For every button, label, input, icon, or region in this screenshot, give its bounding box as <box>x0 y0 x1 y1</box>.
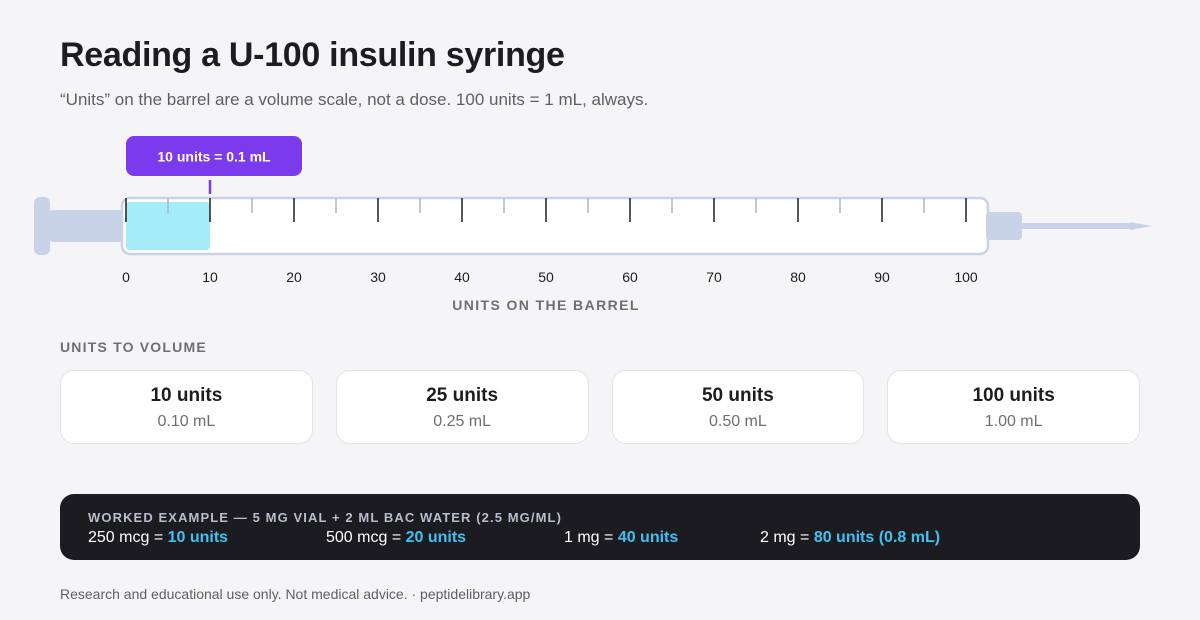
tick-label: 80 <box>790 269 806 285</box>
footer-disclaimer: Research and educational use only. Not m… <box>60 586 531 602</box>
tick-label: 0 <box>122 269 130 285</box>
tick-label: 50 <box>538 269 554 285</box>
tick-label: 40 <box>454 269 470 285</box>
liquid-fill <box>126 202 210 250</box>
example-item: 1 mg = 40 units <box>564 529 678 547</box>
tick-label: 20 <box>286 269 302 285</box>
worked-example-row: 250 mcg = 10 units 500 mcg = 20 units 1 … <box>88 529 1112 553</box>
conversion-card: 10 units 0.10 mL <box>60 370 313 444</box>
page-subtitle: “Units” on the barrel are a volume scale… <box>60 90 649 109</box>
conversion-card: 100 units 1.00 mL <box>887 370 1140 444</box>
page-title: Reading a U-100 insulin syringe <box>60 36 565 74</box>
tick-label: 100 <box>954 269 978 285</box>
card-volume: 0.50 mL <box>708 413 767 430</box>
card-units: 100 units <box>972 385 1055 406</box>
needle-shaft <box>1022 223 1132 229</box>
example-result: 10 units <box>167 529 229 546</box>
needle-hub <box>986 212 1022 240</box>
card-volume: 0.10 mL <box>157 413 216 430</box>
tick-label: 60 <box>622 269 638 285</box>
card-units: 10 units <box>150 385 223 406</box>
tick-label: 30 <box>370 269 386 285</box>
units-to-volume-label: UNITS TO VOLUME <box>60 339 207 355</box>
card-volume: 1.00 mL <box>984 413 1043 430</box>
example-result: 80 units (0.8 mL) <box>813 529 941 546</box>
card-units: 50 units <box>701 385 774 406</box>
barrel-tick-marks <box>125 198 967 222</box>
example-amount: 2 mg = <box>760 529 814 546</box>
plunger-rod <box>48 210 124 242</box>
example-item: 500 mcg = 20 units <box>326 529 466 547</box>
tick-label: 10 <box>202 269 218 285</box>
example-amount: 1 mg = <box>564 529 618 546</box>
card-units: 25 units <box>426 385 499 406</box>
example-amount: 500 mcg = <box>326 529 406 546</box>
axis-title: UNITS ON THE BARREL <box>452 297 640 313</box>
units-to-volume-cards: 10 units 0.10 mL 25 units 0.25 mL 50 uni… <box>60 370 1140 444</box>
conversion-card: 25 units 0.25 mL <box>335 370 589 444</box>
barrel-tick-labels: 0 10 20 30 40 50 60 70 80 90 100 <box>122 269 978 285</box>
tick-label: 70 <box>706 269 722 285</box>
conversion-card: 50 units 0.50 mL <box>611 370 865 444</box>
card-volume: 0.25 mL <box>433 413 492 430</box>
syringe-diagram: 0 10 20 30 40 50 60 70 80 90 100 10 units = 0.1 mL… <box>34 136 1152 313</box>
needle-tip <box>1130 222 1152 230</box>
plunger-thumb-rest <box>34 197 50 255</box>
example-item: 250 mcg = 10 units <box>88 529 228 547</box>
example-amount: 250 mcg = <box>88 529 168 546</box>
example-item: 2 mg = 80 units (0.8 mL) <box>760 529 940 547</box>
worked-example-panel: WORKED EXAMPLE — 5 MG VIAL + 2 ML BAC WA… <box>60 494 1140 560</box>
callout-label: 10 units = 0.1 mL <box>157 149 271 165</box>
example-result: 20 units <box>405 529 467 546</box>
worked-example-title: WORKED EXAMPLE — 5 MG VIAL + 2 ML BAC WA… <box>88 510 562 525</box>
tick-label: 90 <box>874 269 890 285</box>
example-result: 40 units <box>617 529 679 546</box>
callout-badge <box>126 136 302 176</box>
